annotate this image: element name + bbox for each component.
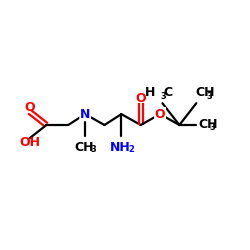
Text: CH: CH <box>195 86 214 99</box>
Text: CH: CH <box>199 118 218 132</box>
Text: 3: 3 <box>210 124 215 132</box>
Text: NH: NH <box>110 141 130 154</box>
Text: O: O <box>136 92 146 106</box>
Text: N: N <box>80 108 90 121</box>
Text: 3: 3 <box>160 92 166 101</box>
Text: C: C <box>164 86 173 99</box>
Text: 3: 3 <box>90 145 96 154</box>
Text: 3: 3 <box>206 92 212 101</box>
Text: CH: CH <box>74 141 94 154</box>
Text: OH: OH <box>19 136 40 149</box>
Text: H: H <box>145 86 156 99</box>
Text: 2: 2 <box>128 145 134 154</box>
Text: O: O <box>24 101 35 114</box>
Text: O: O <box>155 108 165 121</box>
